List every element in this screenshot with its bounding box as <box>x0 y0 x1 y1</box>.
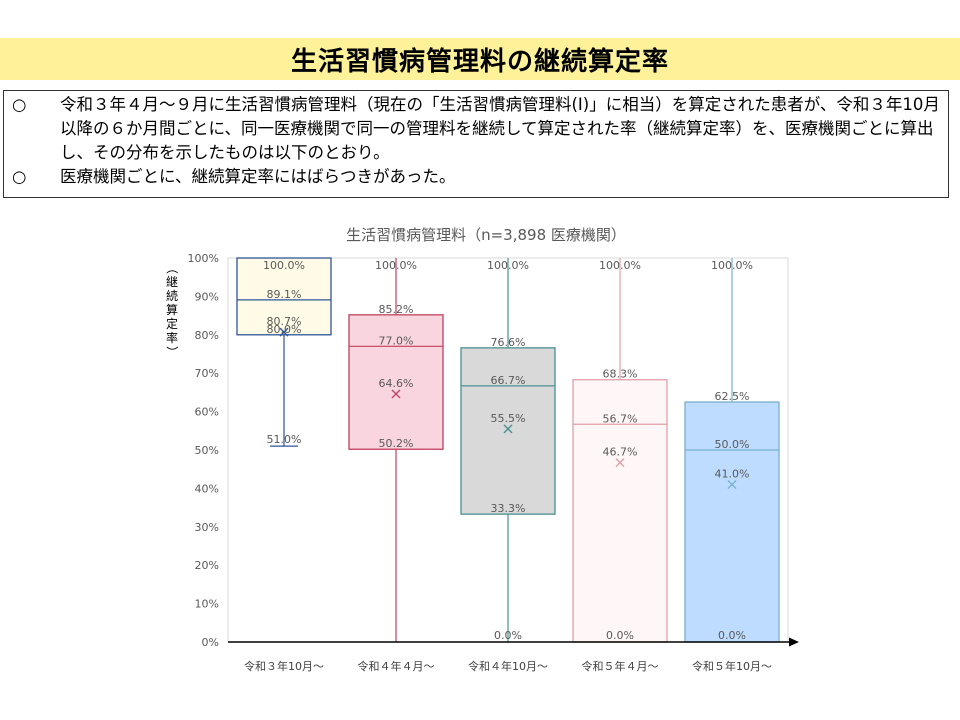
data-label: 66.7% <box>491 374 526 387</box>
box-group: 62.5% 100.0% 50.0% 41.0% 0.0% <box>684 258 780 643</box>
data-label: 68.3% <box>603 368 638 381</box>
x-axis-arrow-icon <box>789 637 799 647</box>
data-label: 41.0% <box>715 468 750 481</box>
y-axis-label-char: 継 <box>166 274 178 289</box>
data-label: 76.6% <box>491 336 526 349</box>
bullet-item-1: ○ 令和３年４月～９月に生活習慣病管理料（現在の「生活習慣病管理料(Ⅰ)」に相当… <box>12 93 942 165</box>
y-tick-label: 10% <box>195 598 219 611</box>
box-rect <box>684 401 780 643</box>
data-label: 77.0% <box>379 334 414 347</box>
mean-marker-icon <box>391 389 401 399</box>
title-band: 生活習慣病管理料の継続算定率 <box>0 38 960 80</box>
bullet-marker: ○ <box>12 167 27 186</box>
data-label: 100.0% <box>599 259 641 272</box>
data-label: 56.7% <box>603 412 638 425</box>
chart-title: 生活習慣病管理料（n=3,898 医療機関） <box>346 226 626 244</box>
bullet-text: 令和３年４月～９月に生活習慣病管理料（現在の「生活習慣病管理料(Ⅰ)」に相当）を… <box>60 95 940 162</box>
description-box: ○ 令和３年４月～９月に生活習慣病管理料（現在の「生活習慣病管理料(Ⅰ)」に相当… <box>3 90 949 198</box>
y-axis-label-char: 率 <box>166 330 178 345</box>
slide-title: 生活習慣病管理料の継続算定率 <box>290 46 669 77</box>
data-label: 50.0% <box>715 438 750 451</box>
box-rect <box>348 314 444 450</box>
data-label: 0.0% <box>494 629 522 642</box>
data-label: 55.5% <box>491 412 526 425</box>
data-label: 100.0% <box>375 259 417 272</box>
y-tick-label: 100% <box>188 252 219 265</box>
data-label: 100.0% <box>263 259 305 272</box>
data-label: 89.1% <box>267 288 302 301</box>
y-axis-label: （継続算定率） <box>165 262 179 358</box>
bullet-item-2: ○ 医療機関ごとに、継続算定率にはばらつきがあった。 <box>12 165 942 189</box>
data-label: 0.0% <box>718 629 746 642</box>
data-label: 50.2% <box>379 437 414 450</box>
data-label: 100.0% <box>711 259 753 272</box>
y-tick-label: 80% <box>195 329 219 342</box>
data-label: 80.7% <box>267 315 302 328</box>
y-axis-label-char: 定 <box>166 316 178 331</box>
data-label: 80.0% <box>267 323 302 336</box>
y-tick-label: 20% <box>195 559 219 572</box>
box-rect <box>236 257 332 336</box>
y-tick-label: 50% <box>195 444 219 457</box>
y-tick-label: 60% <box>195 406 219 419</box>
data-label: 85.2% <box>379 303 414 316</box>
y-axis-label-char: ） <box>165 346 179 358</box>
mean-marker-icon <box>727 480 737 490</box>
data-label: 0.0% <box>606 629 634 642</box>
x-tick-label: 令和５年10月～ <box>692 659 772 673</box>
x-axis-labels: 令和３年10月～ 令和４年４月～ 令和４年10月～ 令和５年４月～ 令和５年10月～ <box>244 659 772 673</box>
box-group: 100.0% 89.1% 80.7%80.0% 51.0% <box>236 257 332 447</box>
data-label: 100.0% <box>487 259 529 272</box>
data-label: 46.7% <box>603 446 638 459</box>
y-axis-label-char: 算 <box>166 302 178 317</box>
y-tick-label: 0% <box>202 636 219 649</box>
data-label: 64.6% <box>379 377 414 390</box>
y-tick-label: 40% <box>195 482 219 495</box>
x-tick-label: 令和４年10月～ <box>468 659 548 673</box>
data-label: 33.3% <box>491 502 526 515</box>
box-group: 68.3% 100.0% 56.7% 46.7% 0.0% <box>572 258 668 643</box>
mean-marker-icon <box>503 424 513 434</box>
y-axis-ticks: 0% 10% 20% 30% 40% 50% 60% 70% 80% 90% 100% <box>188 252 219 649</box>
x-tick-label: 令和４年４月～ <box>358 659 435 673</box>
box-rect <box>572 379 668 643</box>
box-rect <box>460 347 556 515</box>
box-group: 76.6% 100.0% 66.7% 55.5% 33.3% 0.0% <box>460 258 556 642</box>
box-group: 85.2% 100.0% 77.0% 64.6% 50.2% <box>348 258 444 642</box>
y-axis-label-char: （ <box>165 262 179 274</box>
data-label: 62.5% <box>715 390 750 403</box>
bullet-text: 医療機関ごとに、継続算定率にはばらつきがあった。 <box>60 167 456 186</box>
y-axis-label-char: 続 <box>166 289 178 303</box>
x-tick-label: 令和５年４月～ <box>582 659 659 673</box>
y-tick-label: 30% <box>195 521 219 534</box>
bullet-marker: ○ <box>12 95 27 114</box>
y-tick-label: 70% <box>195 367 219 380</box>
y-tick-label: 90% <box>195 290 219 303</box>
mean-marker-icon <box>279 327 289 337</box>
data-label: 51.0% <box>267 433 302 446</box>
x-tick-label: 令和３年10月～ <box>244 659 324 673</box>
box-plot-chart: 生活習慣病管理料（n=3,898 医療機関） （継続算定率） 0% 10% 20% 3… <box>165 226 799 673</box>
boxes: 100.0% 89.1% 80.7%80.0% 51.0% 85.2% 100.0% 77.… <box>236 257 780 643</box>
mean-marker-icon <box>615 458 625 468</box>
